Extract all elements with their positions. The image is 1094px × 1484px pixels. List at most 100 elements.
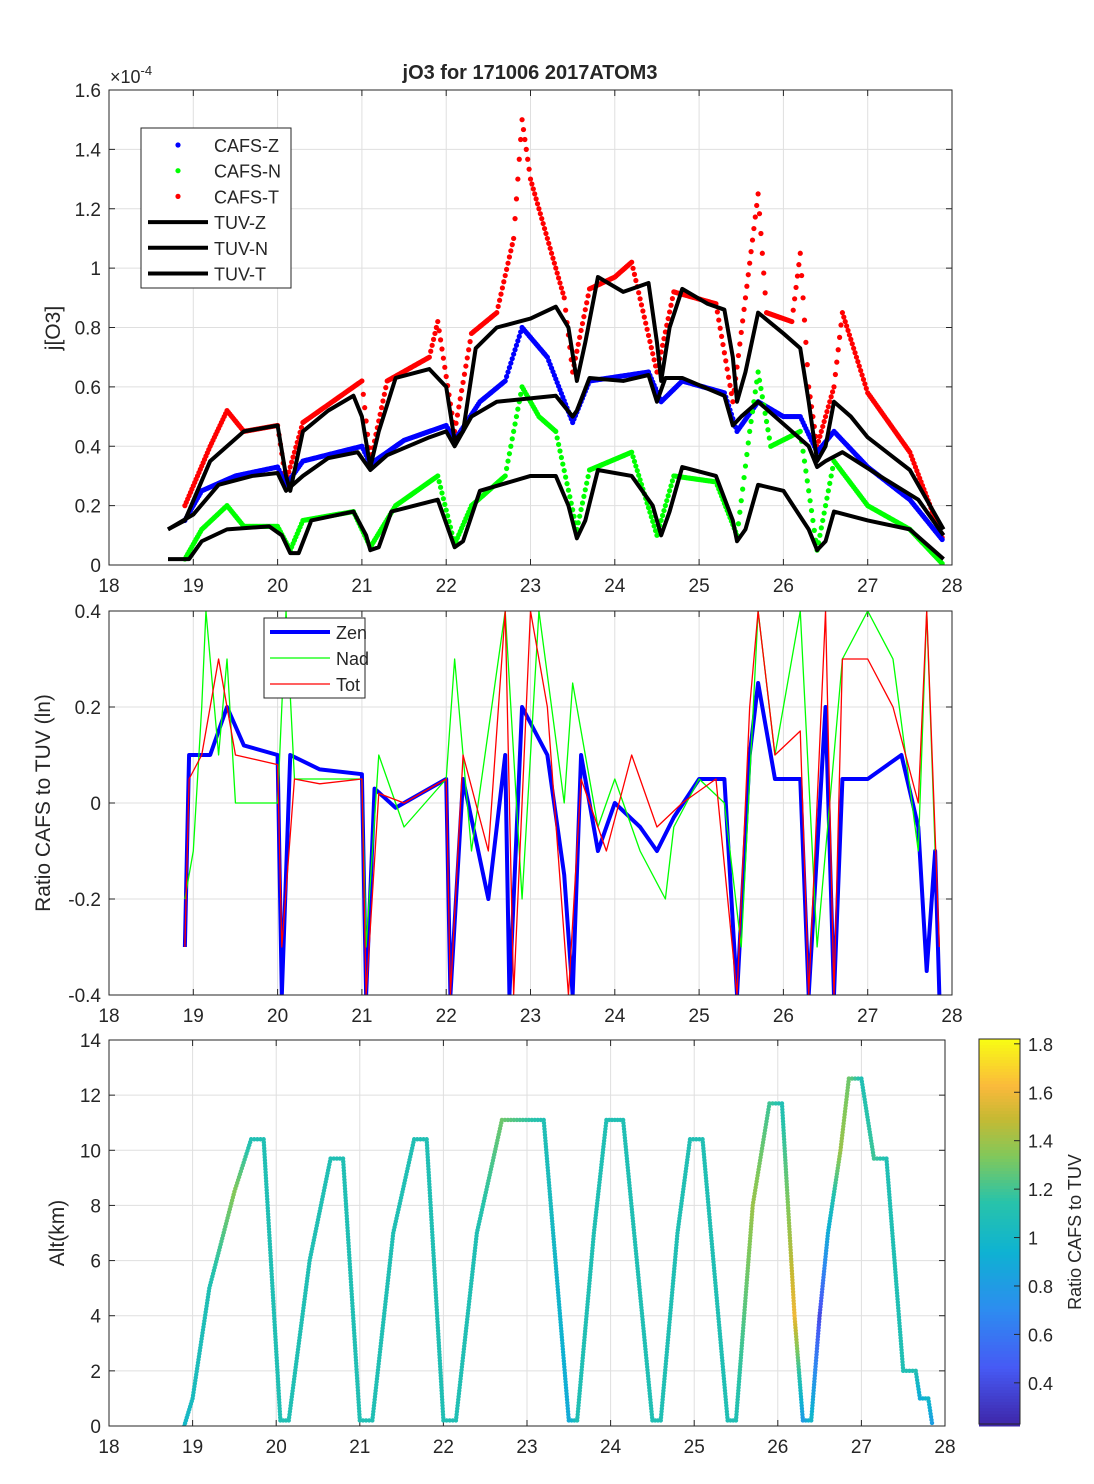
colorbar-frame [978,1038,1021,1425]
data-point-cafs-n [939,560,945,565]
series-line-tuv-z [166,373,946,537]
data-point-cafs-z [506,364,513,371]
data-point-cafs-t [537,211,543,217]
data-point-cafs-t [496,297,503,303]
data-point-cafs-n [557,448,563,454]
data-point-cafs-t [650,351,656,357]
data-point-cafs-n [502,473,508,479]
y-tick-label: 1 [90,259,101,280]
altitude-point [776,1101,782,1106]
data-point-cafs-t [437,337,444,343]
colorbar-band [979,1123,1020,1127]
data-point-cafs-n [742,463,749,469]
colorbar-band [979,1354,1020,1358]
data-point-cafs-n [818,525,824,531]
x-tick-label: 24 [604,576,626,597]
data-point-cafs-t [556,275,562,281]
colorbar-band [979,1360,1020,1364]
data-point-cafs-t [828,394,834,400]
colorbar-band [979,1207,1020,1211]
data-point-cafs-n [506,451,513,457]
altitude-point [328,1156,333,1161]
colorbar-band [979,1303,1020,1307]
data-point-cafs-t [721,350,727,356]
data-point-cafs-n [647,509,653,515]
data-point-cafs-n [820,517,826,524]
y-tick-label: 2 [90,1362,101,1383]
colorbar-band [979,1084,1020,1088]
data-point-cafs-n [824,495,830,501]
data-point-cafs-n [435,473,441,479]
x-tick-label: 27 [851,1437,872,1458]
data-point-cafs-t [800,295,806,301]
data-point-cafs-t [744,283,750,289]
colorbar-band [979,1336,1020,1340]
data-point-cafs-t [377,411,383,417]
y-tick-label: 1.4 [75,140,102,161]
data-point-cafs-t [293,444,299,450]
data-point-cafs-t [561,295,567,301]
data-point-cafs-n [512,421,518,427]
data-point-cafs-t [636,290,642,296]
series-line-tuv-t [167,275,946,532]
colorbar-band [979,1183,1020,1187]
data-point-cafs-t [832,371,838,378]
colorbar-band [979,1351,1020,1355]
colorbar-band [979,1156,1020,1160]
data-point-cafs-t [579,320,586,327]
data-point-cafs-t [584,300,590,306]
x-tick-label: 19 [182,1437,203,1458]
y-tick-label: 0.2 [75,698,101,719]
data-point-cafs-t [735,352,742,359]
altitude-point [901,1368,906,1374]
data-point-cafs-t [799,272,805,279]
data-point-cafs-n [762,410,768,416]
data-layer [182,1076,935,1426]
data-point-cafs-t [717,325,723,331]
data-point-cafs-n [443,507,449,513]
data-point-cafs-n [436,479,442,485]
data-point-cafs-t [856,363,862,369]
series-line-tuv-n [168,465,945,562]
colorbar-band [979,1228,1020,1232]
x-tick-label: 25 [689,576,710,597]
data-point-cafs-t [727,382,733,388]
data-point-cafs-n [651,523,657,529]
colorbar-band [979,1078,1020,1082]
data-point-cafs-t [647,338,653,345]
data-point-cafs-t [631,271,638,277]
data-point-cafs-n [804,478,810,484]
data-point-cafs-n [581,493,587,499]
x-tick-label: 26 [767,1437,788,1458]
altitude-point [411,1137,417,1142]
axes-frame [108,610,953,996]
data-point-cafs-t [459,387,465,394]
colorbar-band [979,1099,1020,1103]
x-tick-label: 21 [349,1437,370,1458]
colorbar-band [979,1177,1020,1181]
data-point-cafs-t [829,389,836,395]
colorbar-band [979,1198,1020,1202]
colorbar-band [979,1327,1020,1331]
colorbar-band [979,1042,1020,1046]
colorbar-band [979,1396,1020,1400]
colorbar-band [979,1309,1020,1313]
colorbar-band [979,1417,1020,1421]
data-point-cafs-t [835,347,841,353]
data-point-cafs-t [849,341,855,347]
data-point-cafs-t [578,327,584,334]
data-point-cafs-z [516,333,522,340]
data-point-cafs-z [515,338,521,344]
data-point-cafs-n [758,385,764,392]
data-point-cafs-t [512,216,518,222]
y-tick-label: 0 [90,556,101,577]
altitude-point [687,1137,693,1142]
data-point-cafs-n [636,472,642,478]
x-tick-label: 21 [351,576,372,597]
data-point-cafs-t [466,347,472,353]
data-point-cafs-t [797,250,803,256]
data-point-cafs-t [855,359,861,365]
data-point-cafs-n [504,465,510,472]
y-tick-label: 0.6 [75,378,101,399]
colorbar-band [979,1114,1020,1118]
